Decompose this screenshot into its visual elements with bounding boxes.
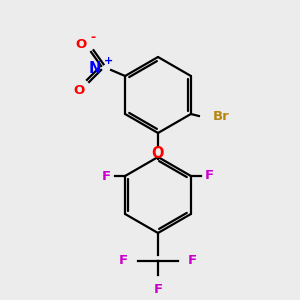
Text: -: - — [90, 32, 95, 44]
Text: O: O — [152, 146, 164, 160]
Text: O: O — [76, 38, 87, 50]
Text: F: F — [102, 169, 111, 182]
Text: N: N — [89, 61, 101, 76]
Text: +: + — [104, 56, 113, 66]
Text: F: F — [119, 254, 128, 268]
Text: F: F — [188, 254, 197, 268]
Text: F: F — [205, 169, 214, 182]
Text: F: F — [153, 283, 163, 296]
Text: Br: Br — [213, 110, 230, 124]
Text: O: O — [74, 83, 85, 97]
